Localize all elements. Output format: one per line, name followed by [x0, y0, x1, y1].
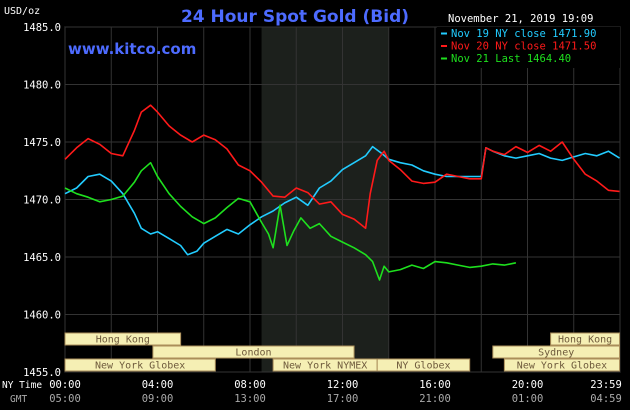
x-tick-ny: 23:59: [590, 379, 622, 391]
x-tick-ny: 12:00: [327, 379, 359, 391]
y-axis-ticks: 1485.0 1480.0 1475.0 1470.0 1465.0 1460.0 1455…: [23, 22, 61, 379]
x-tick-gmt: 17:00: [327, 393, 359, 405]
session-bar: [376, 358, 471, 372]
session-label: NY Globex: [396, 361, 450, 372]
x-tick-ny: 00:00: [49, 379, 81, 391]
x-tick-gmt: 13:00: [234, 393, 266, 405]
legend-box: [437, 27, 620, 68]
y-tick-label: 1475.0: [23, 137, 61, 149]
brand-watermark: www.kitco.com: [68, 40, 196, 58]
x-tick-gmt: 21:00: [419, 393, 451, 405]
ny-time-label: NY Time: [2, 380, 42, 391]
session-label: New York NYMEX: [283, 361, 367, 372]
series-line-3: [64, 161, 517, 281]
session-label: Hong Kong: [96, 335, 150, 346]
x-tick-gmt: 01:00: [512, 393, 544, 405]
y-tick-label: 1460.0: [23, 310, 61, 322]
x-tick-ny: 08:00: [234, 379, 266, 391]
y-tick-label: 1485.0: [23, 22, 61, 34]
chart-title: 24 Hour Spot Gold (Bid): [181, 7, 409, 27]
market-sessions: Hong Kong Hong Kong London Sydney New York G…: [64, 332, 621, 372]
session-bar: [152, 345, 355, 359]
session-bar: [550, 332, 621, 346]
legend-label: Nov 21 Last 1464.40: [451, 53, 571, 65]
session-label: Hong Kong: [558, 335, 612, 346]
series-lines: [64, 104, 620, 281]
session-bar: [64, 332, 182, 346]
x-tick-gmt: 04:59: [590, 393, 622, 405]
legend-label: Nov 20 NY close 1471.50: [451, 41, 596, 53]
x-tick-gmt: 05:00: [49, 393, 81, 405]
y-axis-unit: USD/oz: [4, 6, 40, 17]
x-tick-ny: 16:00: [419, 379, 451, 391]
y-tick-label: 1465.0: [23, 252, 61, 264]
session-bar: [492, 345, 621, 359]
session-bar: [503, 358, 621, 372]
x-tick-ny: 20:00: [512, 379, 544, 391]
legend-label: Nov 19 NY close 1471.90: [451, 28, 596, 40]
x-axis-ticks: 00:00 04:00 08:00 12:00 16:00 20:00 23:59 05:00…: [49, 379, 622, 405]
y-tick-label: 1455.0: [23, 367, 61, 379]
y-tick-label: 1480.0: [23, 80, 61, 92]
series-line-1: [64, 145, 620, 256]
x-tick-ny: 04:00: [142, 379, 174, 391]
session-label: Sydney: [538, 348, 574, 359]
session-bar: [64, 358, 216, 372]
gmt-label: GMT: [10, 394, 27, 405]
session-label: New York Globex: [95, 361, 185, 372]
session-label: New York Globex: [517, 361, 607, 372]
chart-datetime: November 21, 2019 19:09: [448, 13, 593, 25]
series-line-2: [64, 104, 620, 230]
y-tick-label: 1470.0: [23, 195, 61, 207]
x-tick-gmt: 09:00: [142, 393, 174, 405]
session-label: London: [235, 348, 271, 359]
